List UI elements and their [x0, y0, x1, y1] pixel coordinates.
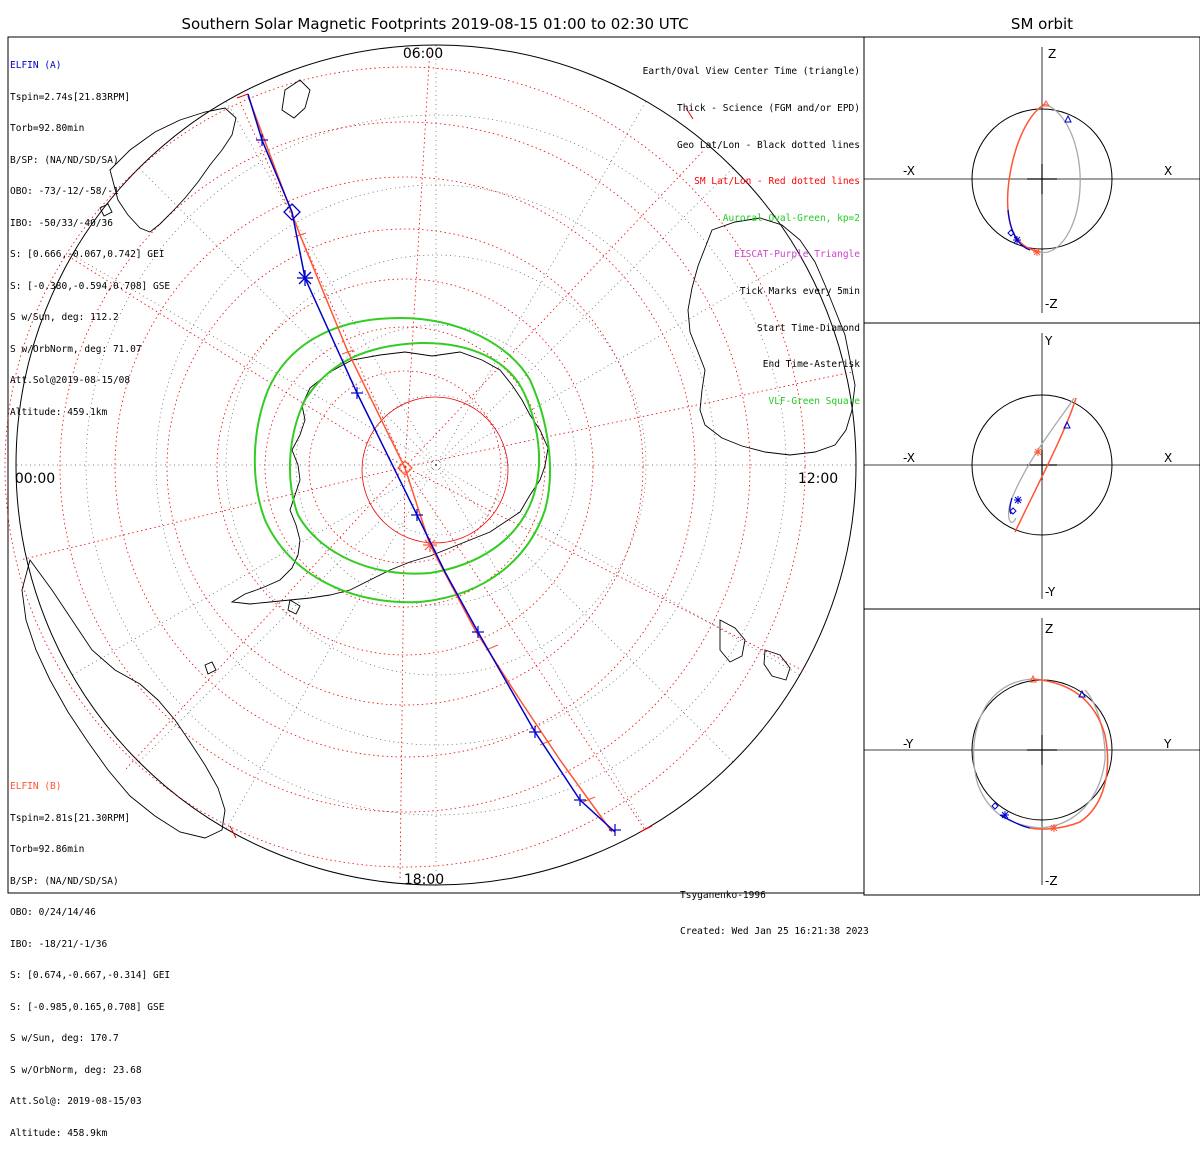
axis-label-right: X [1164, 164, 1172, 178]
sm-lon-lines [19, 46, 853, 881]
axis-label-bottom: -Z [1045, 874, 1058, 888]
legend-item: SM Lat/Lon - Red dotted lines [694, 176, 860, 188]
auroral-ovals [253, 316, 551, 604]
orbit-panel-yz: Z -Z -Y Y [864, 618, 1200, 888]
orbit-b-xz [1006, 103, 1046, 253]
elfin-b-info: ELFIN (B) Tspin=2.81s[21.30RPM] Torb=92.… [10, 761, 170, 1150]
elfin-b-line: Att.Sol@: 2019-08-15/03 [10, 1096, 142, 1107]
legend-item: Geo Lat/Lon - Black dotted lines [676, 139, 860, 151]
elfin-b-tick-marks [293, 232, 596, 803]
auroral-oval-inner [288, 341, 540, 575]
elfin-b-line: Altitude: 458.9km [10, 1127, 108, 1139]
orbit-title: SM orbit [1011, 15, 1073, 33]
legend-item: Auroral Oval-Green, kp=2 [722, 212, 860, 224]
axis-label-top: Y [1044, 334, 1053, 348]
axis-label-left: -Y [903, 737, 914, 751]
legend-item: Thick - Science (FGM and/or EPD) [676, 103, 860, 114]
elfin-a-end-asterisk [297, 270, 313, 286]
elfin-b-line: S: [-0.985,0.165,0.708] GSE [10, 1001, 165, 1013]
elfin-b-track [247, 95, 613, 833]
elfin-a-line: Att.Sol@2019-08-15/08 [10, 375, 131, 386]
elfin-b-line: Torb=92.86min [10, 844, 85, 855]
polar-map: 06:00 00:00 12:00 18:00 [4, 44, 857, 888]
axis-label-left: -X [903, 451, 915, 465]
elfin-a-line: Altitude: 459.1km [10, 406, 108, 418]
orbit-a-xy [1007, 397, 1075, 523]
africa-coastline [109, 107, 237, 233]
sm-lon-tick-marks [229, 93, 694, 839]
orbit-frame-2 [863, 322, 1200, 610]
axis-label-top: Z [1048, 47, 1056, 61]
sm-lat-circle-solid [361, 396, 509, 544]
elfin-b-track-line [247, 95, 613, 833]
elfin-a-track-line [247, 93, 616, 833]
new-zealand-coastline [719, 619, 746, 663]
legend-item: End Time-Asterisk [762, 359, 860, 371]
elfin-a-line: S w/OrbNorm, deg: 71.07 [10, 343, 142, 355]
orbit-panel-xz: Z -Z -X X [864, 47, 1200, 313]
elfin-a-line: IBO: -50/33/-40/36 [10, 217, 113, 229]
legend-item: Start Time-Diamond [757, 322, 860, 334]
antarctica-coastline [230, 351, 549, 605]
orbit-a-xz [1039, 103, 1081, 254]
elfin-a-line: B/SP: (NA/ND/SD/SA) [10, 154, 119, 166]
elfin-a-tick-marks [256, 134, 621, 836]
elfin-a-line: S: [-0.380,-0.594,0.708] GSE [10, 280, 171, 292]
hour-label-right: 12:00 [798, 471, 838, 487]
elfin-a-line: S w/Sun, deg: 112.2 [10, 312, 119, 323]
elfin-a-line: Torb=92.80min [10, 123, 85, 134]
elfin-a-line: Tspin=2.74s[21.83RPM] [10, 91, 131, 103]
elfin-a-line: OBO: -73/-12/-58/-1 [10, 186, 119, 197]
figure-canvas: Southern Solar Magnetic Footprints 2019-… [4, 15, 1200, 896]
elfin-a-name: ELFIN (A) [10, 60, 62, 71]
hour-label-left: 00:00 [15, 471, 55, 487]
elfin-a-track [247, 93, 621, 836]
map-outer-circle [15, 44, 857, 886]
north-island-coastline [763, 649, 791, 681]
elfin-b-line: IBO: -18/21/-1/36 [10, 938, 108, 950]
legend-item: VLF-Green Square [768, 395, 860, 407]
credit-model: Tsyganenko-1996 [680, 890, 766, 901]
legend-item: Earth/Oval View Center Time (triangle) [642, 66, 860, 78]
elfin-b-line: S w/Sun, deg: 170.7 [10, 1033, 119, 1044]
orbit-b-yz [1029, 678, 1109, 830]
elfin-a-start-diamond [283, 203, 301, 221]
elfin-a-line: S: [0.666,-0.067,0.742] GEI [10, 249, 165, 260]
orbit-frame-3 [863, 608, 1200, 896]
elfin-b-line: Tspin=2.81s[21.30RPM] [10, 812, 131, 824]
credit: Tsyganenko-1996 Created: Wed Jan 25 16:2… [680, 866, 869, 950]
elfin-b-line: OBO: 0/24/14/46 [10, 907, 96, 918]
elfin-b-line: S w/OrbNorm, deg: 23.68 [10, 1064, 142, 1076]
south-america-coastline [21, 558, 226, 839]
coastlines [21, 79, 856, 839]
axis-label-bottom: -Z [1045, 297, 1058, 311]
madagascar-coastline [281, 79, 311, 119]
hour-label-bottom: 18:00 [404, 872, 444, 888]
legend-item: Tick Marks every 5min [739, 285, 860, 297]
elfin-b-line: B/SP: (NA/ND/SD/SA) [10, 875, 119, 887]
axis-label-left: -X [903, 164, 915, 178]
orbit-frame-1 [863, 36, 1200, 324]
legend-item: EISCAT-Purple Triangle [734, 249, 860, 261]
auroral-oval-outer [253, 316, 551, 604]
axis-label-right: X [1164, 451, 1172, 465]
orbit-b-xy [1014, 397, 1077, 533]
orbit-panel-xy: Y -Y -X X [864, 333, 1200, 599]
axis-label-top: Z [1045, 622, 1053, 636]
island-coastline-1 [287, 599, 301, 615]
elfin-b-start-diamond [397, 460, 413, 476]
axis-label-right: Y [1163, 737, 1172, 751]
main-title: Southern Solar Magnetic Footprints 2019-… [181, 15, 688, 33]
island-coastline-2 [204, 661, 217, 675]
australia-coastline [687, 217, 856, 456]
elfin-a-info: ELFIN (A) Tspin=2.74s[21.83RPM] Torb=92.… [10, 40, 170, 429]
axis-label-bottom: -Y [1045, 585, 1056, 599]
elfin-b-line: S: [0.674,-0.667,-0.314] GEI [10, 970, 171, 981]
elfin-b-name: ELFIN (B) [10, 781, 62, 792]
legend: Earth/Oval View Center Time (triangle) T… [643, 42, 860, 420]
island-coastline-3 [99, 203, 113, 217]
orbit-a-yz [972, 678, 1106, 829]
hour-label-top: 06:00 [403, 46, 443, 62]
credit-created: Created: Wed Jan 25 16:21:38 2023 [680, 926, 869, 937]
